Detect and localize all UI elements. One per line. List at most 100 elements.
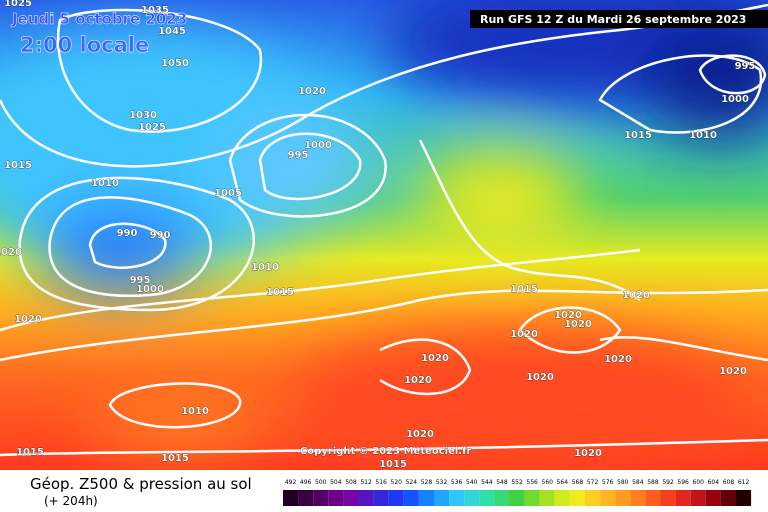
scale-label: 536	[451, 479, 463, 486]
scale-label: 584	[632, 479, 644, 486]
scale-label: 540	[466, 479, 478, 486]
scale-label: 588	[647, 479, 659, 486]
scale-label: 508	[345, 479, 357, 486]
scale-swatch	[569, 490, 585, 506]
scale-label: 596	[677, 479, 689, 486]
isobar-label: 1010	[251, 262, 279, 273]
scale-label: 556	[526, 479, 538, 486]
scale-label: 580	[617, 479, 629, 486]
map-date: Jeudi 5 octobre 2023	[11, 10, 187, 28]
isobar-label: 1020	[622, 290, 650, 301]
isobar-label: 1020	[298, 86, 326, 97]
scale-label: 492	[285, 479, 297, 486]
scale-label: 592	[662, 479, 674, 486]
isobar-label: 990	[117, 228, 138, 239]
isobar-label: 1015	[624, 130, 652, 141]
scale-swatch	[479, 490, 495, 506]
isobar-label: 1015	[510, 284, 538, 295]
scale-swatch	[600, 490, 616, 506]
map-time: 2:00 locale	[20, 33, 149, 57]
isobar-label: 1015	[16, 447, 44, 458]
isobar-label: 1010	[91, 178, 119, 189]
scale-label: 552	[511, 479, 523, 486]
scale-label: 608	[723, 479, 735, 486]
isobar-label: 1000	[136, 284, 164, 295]
scale-label: 576	[602, 479, 614, 486]
scale-swatch	[585, 490, 601, 506]
scale-label: 512	[360, 479, 372, 486]
scale-swatch	[343, 490, 359, 506]
scale-swatch	[524, 490, 540, 506]
scale-label: 544	[481, 479, 493, 486]
scale-swatch	[328, 490, 344, 506]
isobar-label: 1015	[379, 459, 407, 470]
scale-label: 504	[330, 479, 342, 486]
scale-swatch	[736, 490, 752, 506]
isobar-label: 1005	[214, 188, 242, 199]
scale-swatch	[554, 490, 570, 506]
isobar-label: 990	[150, 230, 171, 241]
isobar-label: 1000	[721, 94, 749, 105]
scale-swatch	[539, 490, 555, 506]
isobar-label: 1015	[266, 287, 294, 298]
scale-label: 500	[315, 479, 327, 486]
scale-swatch	[403, 490, 419, 506]
scale-swatch	[358, 490, 374, 506]
isobar-label: 1020	[0, 247, 22, 258]
run-box	[470, 10, 768, 28]
isobar-label: 1010	[181, 406, 209, 417]
isobar-label: 1015	[4, 160, 32, 171]
scale-swatch	[720, 490, 736, 506]
isobar-label: 1020	[564, 319, 592, 330]
scale-label: 520	[391, 479, 403, 486]
scale-swatch	[464, 490, 480, 506]
scale-swatch	[690, 490, 706, 506]
isobar-label: 995	[735, 61, 756, 72]
scale-label: 524	[406, 479, 418, 486]
isobar-label: 1025	[138, 122, 166, 133]
isobar-label: 1030	[129, 110, 157, 121]
scale-swatch	[705, 490, 721, 506]
isobar-label: 1020	[421, 353, 449, 364]
isobar-label: 1020	[554, 310, 582, 321]
isobar-label: 1025	[4, 0, 32, 9]
map-area	[0, 0, 768, 470]
isobar-label: 1020	[574, 448, 602, 459]
scale-label: 532	[436, 479, 448, 486]
scale-swatch	[298, 490, 314, 506]
isobar-label: 1015	[161, 453, 189, 464]
isobar-label: 1020	[510, 329, 538, 340]
scale-swatch	[509, 490, 525, 506]
scale-swatch	[418, 490, 434, 506]
scale-label: 548	[496, 479, 508, 486]
isobar-label: 1045	[158, 26, 186, 37]
isobar-label: 1020	[604, 354, 632, 365]
scale-swatch	[388, 490, 404, 506]
footer-title: Géop. Z500 & pression au sol	[30, 475, 252, 493]
scale-label: 612	[738, 479, 750, 486]
scale-label: 568	[572, 479, 584, 486]
scale-label: 572	[587, 479, 599, 486]
isobar-label: 1020	[406, 429, 434, 440]
isobar-label: 1020	[526, 372, 554, 383]
scale-swatch	[615, 490, 631, 506]
isobar-label: 1050	[161, 58, 189, 69]
isobar-label: 1035	[141, 5, 169, 16]
scale-swatch	[675, 490, 691, 506]
scale-label: 564	[557, 479, 569, 486]
scale-label: 528	[421, 479, 433, 486]
scale-swatch	[645, 490, 661, 506]
scale-swatch	[313, 490, 329, 506]
isobar-label: 1020	[719, 366, 747, 377]
scale-swatch	[283, 490, 299, 506]
run-info: Run GFS 12 Z du Mardi 26 septembre 2023	[480, 13, 746, 26]
scale-swatch	[434, 490, 450, 506]
scale-swatch	[630, 490, 646, 506]
isobar-label: 995	[288, 150, 309, 161]
scale-label: 496	[300, 479, 312, 486]
copyright: Copyright © 2023 Meteociel.fr	[300, 446, 471, 457]
scale-swatch	[660, 490, 676, 506]
scale-label: 604	[708, 479, 720, 486]
scale-swatch	[449, 490, 465, 506]
